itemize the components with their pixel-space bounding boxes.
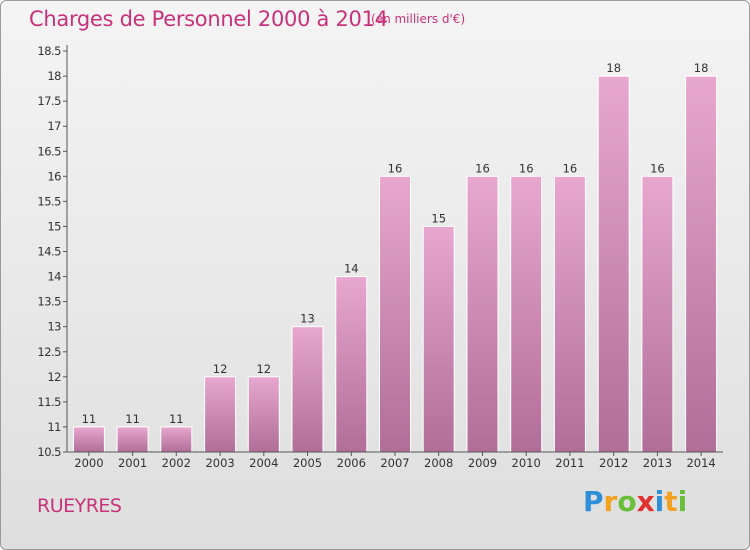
y-tick-label: 17.5 <box>37 94 61 108</box>
y-tick-label: 16.5 <box>37 144 61 158</box>
bar <box>597 75 630 453</box>
y-tick-label: 13 <box>47 320 61 334</box>
logo-letter: x <box>636 485 655 518</box>
x-tick-label: 2000 <box>74 456 103 470</box>
bar-value-label: 12 <box>256 362 271 376</box>
y-tick-label: 18.5 <box>37 44 61 58</box>
bar <box>379 175 411 453</box>
city-name: RUEYRES <box>37 495 122 517</box>
x-tick-label: 2007 <box>380 456 409 470</box>
y-tick-label: 12.5 <box>37 345 61 359</box>
bar-value-label: 16 <box>650 161 665 175</box>
x-tick-label: 2011 <box>555 456 584 470</box>
logo-letter: t <box>664 485 678 518</box>
bar-value-label: 15 <box>431 211 446 225</box>
bar <box>685 75 718 453</box>
bar <box>72 426 105 453</box>
bar <box>553 175 586 453</box>
chart-subtitle: (en milliers d'€) <box>371 12 466 26</box>
bar <box>510 175 543 453</box>
bar <box>422 225 455 453</box>
bar <box>247 376 280 453</box>
bar-value-label: 16 <box>475 161 490 175</box>
bar-value-label: 18 <box>606 61 621 75</box>
y-tick-label: 11.5 <box>37 395 61 409</box>
bar-value-label: 16 <box>388 161 403 175</box>
y-tick-label: 14 <box>47 270 61 284</box>
y-tick-label: 17 <box>47 119 61 133</box>
bar-value-label: 12 <box>213 362 228 376</box>
x-tick-label: 2002 <box>162 456 191 470</box>
bar <box>204 376 237 453</box>
y-tick-label: 18 <box>47 69 61 83</box>
bar <box>291 326 324 453</box>
y-tick-label: 13.5 <box>37 295 61 309</box>
x-tick-label: 2010 <box>512 456 541 470</box>
bar <box>335 276 368 453</box>
logo-letter: r <box>603 485 618 518</box>
bar-value-label: 11 <box>82 412 97 426</box>
bar-value-label: 16 <box>563 161 578 175</box>
x-tick-label: 2001 <box>118 456 147 470</box>
logo-letter: P <box>583 485 604 518</box>
bar <box>160 426 193 453</box>
logo-letter: i <box>654 485 665 518</box>
bar-value-label: 13 <box>300 312 315 326</box>
y-tick-label: 14.5 <box>37 245 61 259</box>
y-tick-label: 15 <box>47 219 61 233</box>
logo-letter: o <box>617 485 637 518</box>
bar <box>466 175 499 453</box>
x-tick-label: 2003 <box>205 456 234 470</box>
bar <box>116 426 149 453</box>
chart-title: Charges de Personnel 2000 à 2014 <box>29 7 388 31</box>
x-tick-label: 2006 <box>337 456 366 470</box>
bar-value-label: 16 <box>519 161 534 175</box>
y-tick-label: 10.5 <box>37 445 61 459</box>
y-tick-label: 12 <box>47 370 61 384</box>
x-tick-label: 2008 <box>424 456 453 470</box>
y-tick-label: 16 <box>47 169 61 183</box>
x-tick-label: 2014 <box>686 456 715 470</box>
proxiti-logo: Proxiti <box>583 485 687 518</box>
bar-value-label: 18 <box>694 61 709 75</box>
x-tick-label: 2004 <box>249 456 278 470</box>
y-tick-label: 11 <box>47 420 61 434</box>
logo-letter: i <box>677 485 688 518</box>
x-tick-label: 2009 <box>468 456 497 470</box>
bar-value-label: 11 <box>169 412 184 426</box>
x-tick-label: 2013 <box>643 456 672 470</box>
bar <box>641 175 674 453</box>
x-tick-label: 2005 <box>293 456 322 470</box>
y-tick-label: 15.5 <box>37 194 61 208</box>
bar-value-label: 11 <box>125 412 140 426</box>
bar-value-label: 14 <box>344 262 359 276</box>
x-tick-label: 2012 <box>599 456 628 470</box>
